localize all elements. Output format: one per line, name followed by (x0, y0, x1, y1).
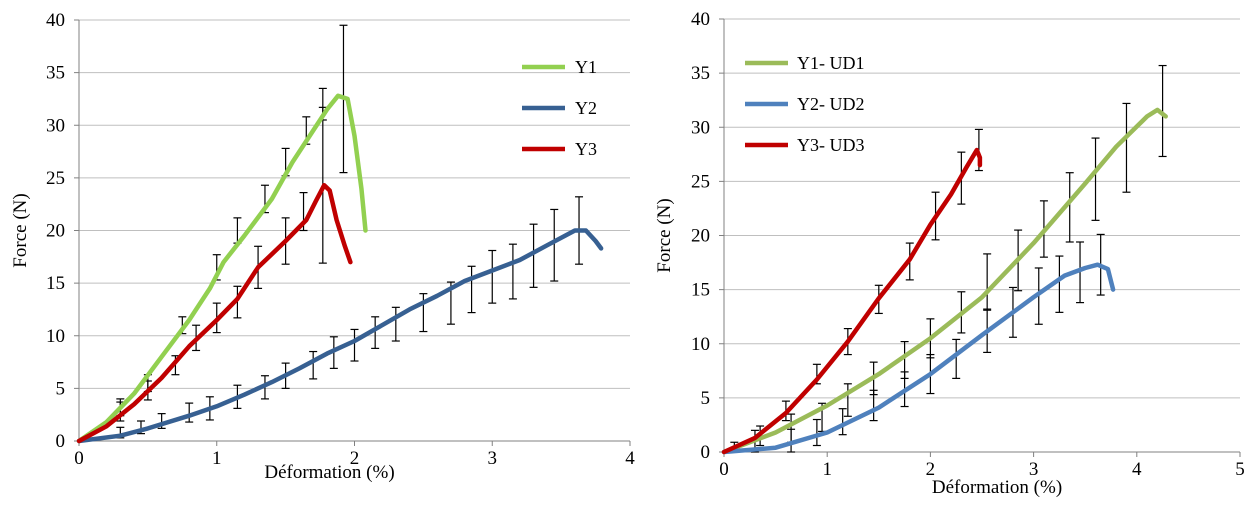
y-tick-label: 0 (56, 431, 66, 452)
x-tick-label: 4 (1132, 459, 1142, 480)
y-tick-label: 10 (46, 326, 65, 347)
error-bars-series-2 (116, 196, 584, 439)
y-tick-label: 20 (691, 226, 710, 247)
series-line-1 (76, 93, 368, 444)
x-axis-title: Déformation (%) (932, 477, 1062, 498)
y-axis-title: Force (N) (10, 193, 31, 267)
x-axis-title: Déformation (%) (264, 462, 394, 483)
x-tick-label: 3 (1029, 459, 1039, 480)
y-tick-label: 25 (691, 171, 710, 192)
legend-label: Y3- UD3 (797, 135, 865, 155)
legend-label: Y1- UD1 (797, 53, 865, 73)
y-tick-label: 15 (691, 280, 710, 301)
legend-label: Y3 (575, 139, 597, 159)
y-tick-label: 20 (46, 221, 65, 242)
y-tick-label: 10 (691, 334, 710, 355)
series-line-3 (721, 147, 983, 455)
y-tick-label: 15 (46, 273, 65, 294)
x-tick-label: 1 (822, 459, 832, 480)
y-tick-label: 0 (701, 442, 711, 463)
legend-label: Y1 (575, 57, 597, 77)
series-line-3 (76, 182, 353, 444)
y-tick-label: 30 (691, 117, 710, 138)
series-line-1 (721, 107, 1168, 455)
error-bars-series-2 (787, 233, 1105, 453)
x-tick-label: 3 (488, 448, 498, 469)
chart-right: 0 5 10 15 20 25 30 35 40 0 1 2 3 4 5 Déformation (%) For… (654, 9, 1245, 498)
x-tick-label: 4 (625, 448, 635, 469)
y-tick-label: 5 (701, 388, 711, 409)
x-tick-label: 1 (212, 448, 222, 469)
error-bars-series-1 (750, 64, 1167, 453)
x-tick-label: 0 (74, 448, 84, 469)
series-line-2 (76, 228, 604, 444)
x-tick-label: 5 (1235, 459, 1245, 480)
x-tick-label: 0 (719, 459, 729, 480)
y-tick-label: 30 (46, 115, 65, 136)
x-tick-label: 2 (926, 459, 936, 480)
y-axis-title: Force (N) (654, 198, 675, 272)
legend-label: Y2 (575, 98, 597, 118)
chart-left: 0 5 10 15 20 25 30 35 40 0 1 2 3 4 Déformation (%) Forc… (10, 10, 635, 483)
y-tick-label: 40 (46, 10, 65, 31)
y-tick-label: 40 (691, 9, 710, 30)
y-tick-label: 25 (46, 168, 65, 189)
legend-label: Y2- UD2 (797, 94, 865, 114)
y-tick-label: 5 (56, 378, 66, 399)
x-tick-label: 2 (350, 448, 360, 469)
y-tick-label: 35 (691, 63, 710, 84)
series-line-2 (721, 262, 1116, 455)
y-tick-label: 35 (46, 63, 65, 84)
error-bars-series-3 (730, 128, 983, 452)
